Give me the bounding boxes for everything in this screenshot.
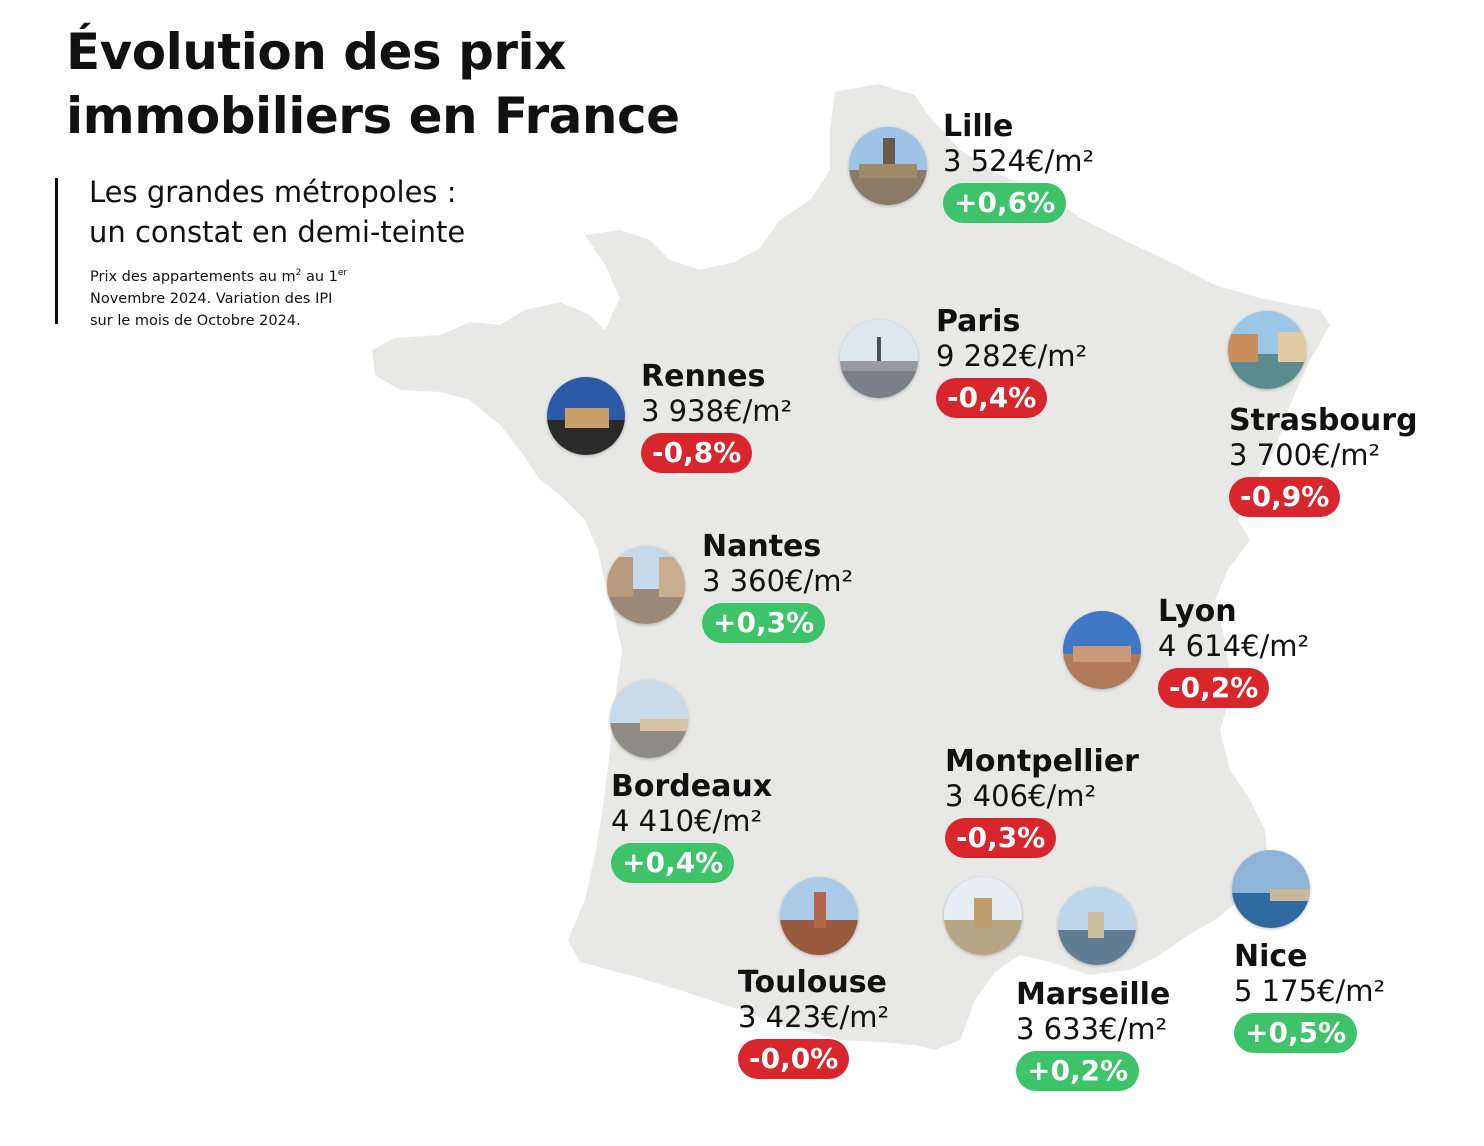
change-badge: +0,4% xyxy=(611,843,735,883)
note-sup-er: er xyxy=(337,268,348,278)
city-price: 3 633€/m² xyxy=(1016,1012,1168,1046)
city-price: 3 524€/m² xyxy=(943,144,1095,178)
city-name: Paris xyxy=(936,304,1021,339)
change-badge: -0,3% xyxy=(945,818,1057,858)
city-nantes: Nantes 3 360€/m² +0,3% xyxy=(702,530,853,643)
city-name: Strasbourg xyxy=(1229,403,1418,438)
france-mainland-shape xyxy=(372,84,1330,1050)
city-price: 3 406€/m² xyxy=(945,779,1097,813)
change-badge: +0,5% xyxy=(1234,1013,1358,1053)
city-name: Toulouse xyxy=(738,965,887,1000)
nantes-photo xyxy=(607,546,685,624)
change-badge: -0,4% xyxy=(936,378,1048,418)
city-price: 3 360€/m² xyxy=(702,564,854,598)
city-nice: Nice 5 175€/m² +0,5% xyxy=(1234,940,1385,1053)
paris-photo xyxy=(840,320,918,398)
city-name: Lille xyxy=(943,109,1014,144)
montpellier-photo xyxy=(944,877,1022,955)
city-price: 4 410€/m² xyxy=(611,804,763,838)
title-line-1: Évolution des prix xyxy=(66,23,566,81)
subtitle-line-2: un constat en demi-teinte xyxy=(89,215,466,249)
change-badge: -0,0% xyxy=(738,1039,850,1079)
subtitle: Les grandes métropoles : un constat en d… xyxy=(89,172,465,252)
city-name: Nice xyxy=(1234,939,1308,974)
change-badge: -0,2% xyxy=(1158,668,1270,708)
city-paris: Paris 9 282€/m² -0,4% xyxy=(936,305,1087,418)
title-line-2: immobiliers en France xyxy=(66,87,680,145)
city-lyon: Lyon 4 614€/m² -0,2% xyxy=(1158,595,1309,708)
page-title: Évolution des prix immobiliers en France xyxy=(66,20,680,148)
note-line-1-mid: au 1 xyxy=(301,269,338,285)
rennes-photo xyxy=(547,377,625,455)
city-rennes: Rennes 3 938€/m² -0,8% xyxy=(641,360,792,473)
note-line-1: Prix des appartements au m2 au 1er xyxy=(90,266,390,288)
note-line-3: sur le mois de Octobre 2024. xyxy=(90,313,301,329)
nice-photo xyxy=(1232,850,1310,928)
change-badge: -0,9% xyxy=(1229,477,1341,517)
city-name: Lyon xyxy=(1158,594,1237,629)
subtitle-accent-bar xyxy=(55,178,58,324)
toulouse-photo xyxy=(780,877,858,955)
city-price: 9 282€/m² xyxy=(936,339,1088,373)
city-price: 3 938€/m² xyxy=(641,394,793,428)
city-name: Montpellier xyxy=(945,744,1139,779)
change-badge: -0,8% xyxy=(641,433,753,473)
city-toulouse: Toulouse 3 423€/m² -0,0% xyxy=(738,966,889,1079)
city-price: 5 175€/m² xyxy=(1234,974,1386,1008)
city-price: 3 423€/m² xyxy=(738,1000,890,1034)
city-name: Nantes xyxy=(702,529,822,564)
note-line-2: Novembre 2024. Variation des IPI xyxy=(90,291,333,307)
strasbourg-photo xyxy=(1228,311,1306,389)
note-sup-squared: 2 xyxy=(295,268,302,278)
city-montpellier: Montpellier 3 406€/m² -0,3% xyxy=(945,745,1139,858)
city-price: 3 700€/m² xyxy=(1229,438,1381,472)
subtitle-line-1: Les grandes métropoles : xyxy=(89,175,457,209)
city-name: Bordeaux xyxy=(611,769,773,804)
change-badge: +0,2% xyxy=(1016,1051,1140,1091)
city-price: 4 614€/m² xyxy=(1158,629,1310,663)
city-bordeaux: Bordeaux 4 410€/m² +0,4% xyxy=(611,770,772,883)
bordeaux-photo xyxy=(610,680,688,758)
city-name: Marseille xyxy=(1016,977,1171,1012)
city-lille: Lille 3 524€/m² +0,6% xyxy=(943,110,1094,223)
lyon-photo xyxy=(1063,611,1141,689)
city-name: Rennes xyxy=(641,359,766,394)
city-strasbourg: Strasbourg 3 700€/m² -0,9% xyxy=(1229,404,1418,517)
note-line-1-text: Prix des appartements au m xyxy=(90,269,296,285)
marseille-photo xyxy=(1058,887,1136,965)
change-badge: +0,6% xyxy=(943,183,1067,223)
city-marseille: Marseille 3 633€/m² +0,2% xyxy=(1016,978,1170,1091)
methodology-note: Prix des appartements au m2 au 1er Novem… xyxy=(90,266,390,332)
lille-photo xyxy=(849,127,927,205)
change-badge: +0,3% xyxy=(702,603,826,643)
